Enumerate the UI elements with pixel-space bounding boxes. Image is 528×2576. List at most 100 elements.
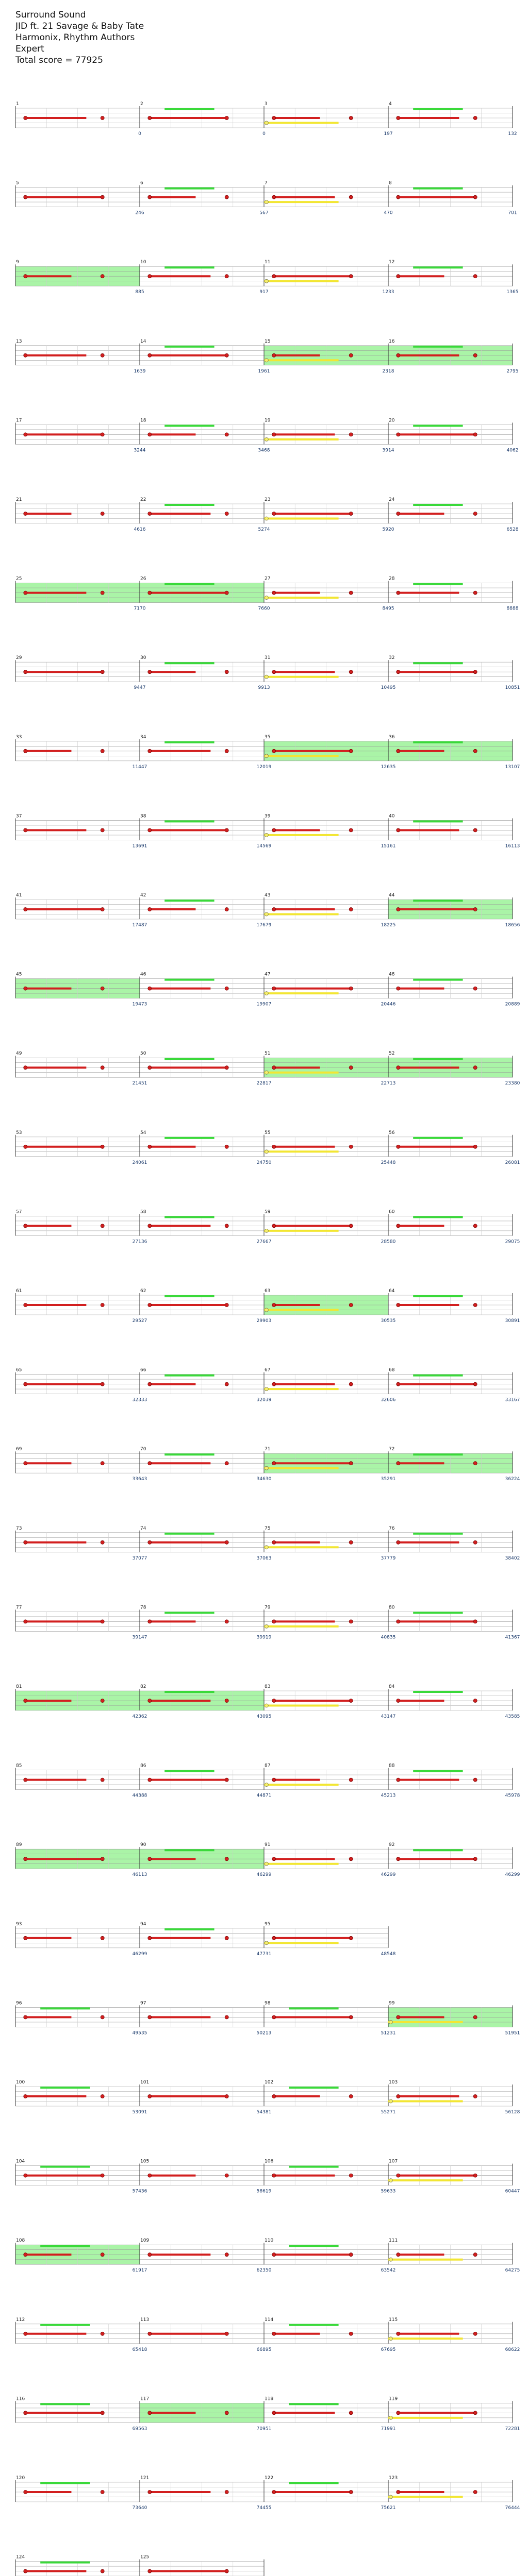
measure-number: 92	[389, 1842, 394, 1848]
measure-number: 34	[140, 735, 146, 740]
measure-score: 4062	[507, 448, 519, 453]
measure-score: 41367	[505, 1635, 520, 1640]
note-gem	[147, 2015, 152, 2020]
measure-score: 32606	[381, 1398, 396, 1403]
measure-number: 56	[389, 1130, 395, 1136]
note-gem	[388, 2178, 393, 2183]
note-gem	[473, 749, 477, 753]
note-gem	[349, 2490, 353, 2494]
note-gem	[349, 2411, 353, 2415]
note-gem	[100, 828, 105, 833]
measure-number: 8	[389, 181, 392, 186]
note-gem	[473, 2094, 477, 2098]
note-gem	[396, 2411, 401, 2415]
note-gem	[396, 1461, 401, 1466]
note-gem	[23, 2490, 28, 2494]
note-gem	[23, 2094, 28, 2098]
note-gem	[100, 1065, 105, 1070]
note-gem	[100, 1699, 105, 1703]
measure-score: 32039	[257, 1398, 272, 1403]
measure-score: 65418	[133, 2347, 147, 2352]
note-gem	[147, 2331, 152, 2336]
note-gem	[272, 2490, 276, 2494]
note-gem	[349, 590, 353, 595]
note-gem	[396, 749, 401, 753]
note-gem	[396, 2252, 401, 2257]
measure-score: 11447	[133, 765, 147, 770]
measure-score: 1233	[383, 290, 394, 295]
measure-score: 1961	[258, 369, 270, 374]
note-gem	[100, 274, 105, 279]
measure-score: 58619	[257, 2189, 272, 2194]
measure-number: 120	[16, 2476, 25, 2481]
measure-score: 34630	[257, 1477, 272, 1482]
note-gem	[388, 2495, 393, 2499]
note-gem	[23, 1461, 28, 1466]
note-gem	[272, 1144, 276, 1149]
measure-score: 71991	[381, 2426, 396, 2431]
measure-score: 19473	[133, 1002, 147, 1007]
measure-score: 40835	[381, 1635, 396, 1640]
note-gem	[23, 907, 28, 911]
note-gem	[23, 1303, 28, 1307]
note-gem	[264, 1624, 269, 1629]
measure-score: 28580	[381, 1239, 396, 1244]
measure-number: 110	[265, 2238, 273, 2243]
note-gem	[224, 1224, 229, 1228]
measure-number: 79	[265, 1605, 271, 1610]
song-charter: Harmonix, Rhythm Authors	[15, 32, 135, 43]
note-gem	[100, 512, 105, 516]
measure-number: 60	[389, 1209, 395, 1214]
note-gem	[224, 512, 229, 516]
note-gem	[100, 749, 105, 753]
measure-score: 37077	[133, 1556, 147, 1561]
note-gem	[100, 1936, 105, 1940]
measure-number: 75	[265, 1526, 270, 1531]
note-gem	[473, 907, 477, 911]
note-gem	[23, 1936, 28, 1940]
note-gem	[349, 1540, 353, 1545]
measure-number: 39	[265, 814, 271, 819]
note-gem	[224, 116, 229, 120]
measure-number: 103	[389, 2080, 398, 2085]
note-gem	[349, 1699, 353, 1703]
measure-score: 8888	[507, 606, 519, 612]
measure-number: 102	[265, 2080, 273, 2085]
note-gem	[272, 195, 276, 199]
note-gem	[224, 670, 229, 674]
measure-number: 63	[265, 1289, 270, 1294]
measure-score: 67695	[381, 2347, 396, 2352]
note-gem	[349, 1224, 353, 1228]
note-gem	[23, 195, 28, 199]
note-gem	[349, 353, 353, 358]
note-gem	[224, 828, 229, 833]
measure-number: 24	[389, 497, 395, 502]
note-gem	[396, 195, 401, 199]
measure-number: 30	[140, 655, 146, 660]
measure-score: 9447	[134, 685, 146, 690]
note-gem	[473, 986, 477, 991]
measure-score: 567	[259, 211, 268, 216]
note-gem	[100, 2015, 105, 2020]
note-gem	[264, 1783, 269, 1787]
measure-number: 89	[16, 1842, 22, 1848]
measure-score: 24750	[257, 1160, 272, 1165]
note-gem	[396, 2490, 401, 2494]
measure-score: 37779	[381, 1556, 396, 1561]
note-gem	[473, 1144, 477, 1149]
note-gem	[100, 2490, 105, 2494]
note-gem	[224, 1065, 229, 1070]
note-gem	[100, 2173, 105, 2178]
measure-number: 18	[140, 418, 146, 423]
note-gem	[272, 432, 276, 437]
measure-score: 42362	[133, 1714, 147, 1719]
measure-number: 64	[389, 1289, 395, 1294]
note-gem	[272, 749, 276, 753]
note-gem	[272, 116, 276, 120]
measure-number: 91	[265, 1842, 270, 1848]
measure-number: 27	[265, 577, 270, 582]
note-gem	[473, 274, 477, 279]
note-gem	[349, 1065, 353, 1070]
note-gem	[272, 907, 276, 911]
measure-number: 74	[140, 1526, 146, 1531]
